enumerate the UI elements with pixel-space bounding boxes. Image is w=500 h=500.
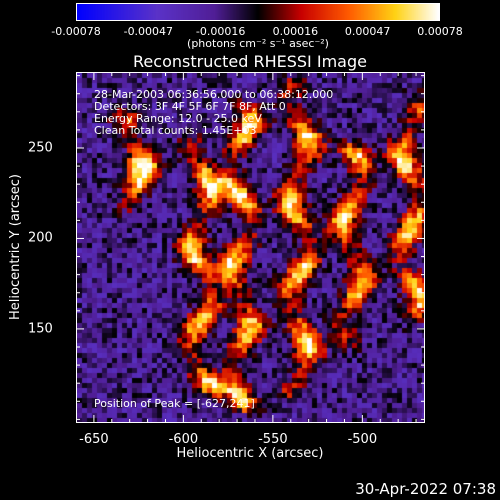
y-tick-label: 150: [28, 321, 53, 337]
y-tick-label: 200: [28, 230, 53, 246]
y-tick-label: 250: [28, 140, 53, 156]
colorbar-tick-label: 0.00016: [272, 25, 319, 38]
annotation-peak-position: Position of Peak = [-627,241]: [94, 397, 255, 410]
annotation-energy-range: Energy Range: 12.0 - 25.0 keV: [94, 112, 262, 125]
x-tick-label: -650: [79, 432, 109, 447]
colorbar-tick-label: -0.00047: [123, 25, 174, 38]
chart-title: Reconstructed RHESSI Image: [133, 52, 367, 71]
colorbar-tick-label: 0.00078: [417, 25, 463, 38]
x-tick-label: -550: [258, 432, 288, 447]
timestamp: 30-Apr-2022 07:38: [355, 480, 496, 498]
x-axis-label: Heliocentric X (arcsec): [176, 446, 324, 461]
annotation-detectors: Detectors: 3F 4F 5F 6F 7F 8F, Att 0: [94, 100, 286, 113]
y-axis-label: Heliocentric Y (arcsec): [8, 174, 23, 320]
annotation-time-range: 28-Mar-2003 06:36:56.000 to 06:38:12.000: [94, 88, 334, 101]
colorbar-tick-label: 0.00047: [344, 25, 391, 38]
colorbar-tick-label: -0.00016: [195, 25, 246, 38]
colorbar-unit-label: (photons cm⁻² s⁻¹ asec⁻²): [187, 37, 329, 50]
heatmap-image: [77, 73, 424, 422]
annotation-clean-counts: Clean Total counts: 1.45E+03: [94, 124, 257, 137]
x-tick-label: -500: [347, 432, 378, 447]
colorbar-tick-label: -0.00078: [51, 25, 101, 38]
x-tick-label: -600: [168, 432, 199, 447]
colorbar: [76, 3, 440, 21]
plot-area: [76, 72, 425, 423]
